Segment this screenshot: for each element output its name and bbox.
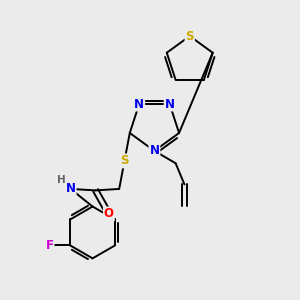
Text: N: N xyxy=(149,144,159,158)
Text: S: S xyxy=(120,154,129,167)
Text: N: N xyxy=(165,98,175,110)
Text: N: N xyxy=(134,98,144,110)
Text: F: F xyxy=(46,239,53,252)
Text: O: O xyxy=(104,208,114,220)
Text: H: H xyxy=(57,175,66,185)
Text: N: N xyxy=(66,182,76,195)
Text: S: S xyxy=(185,29,194,43)
